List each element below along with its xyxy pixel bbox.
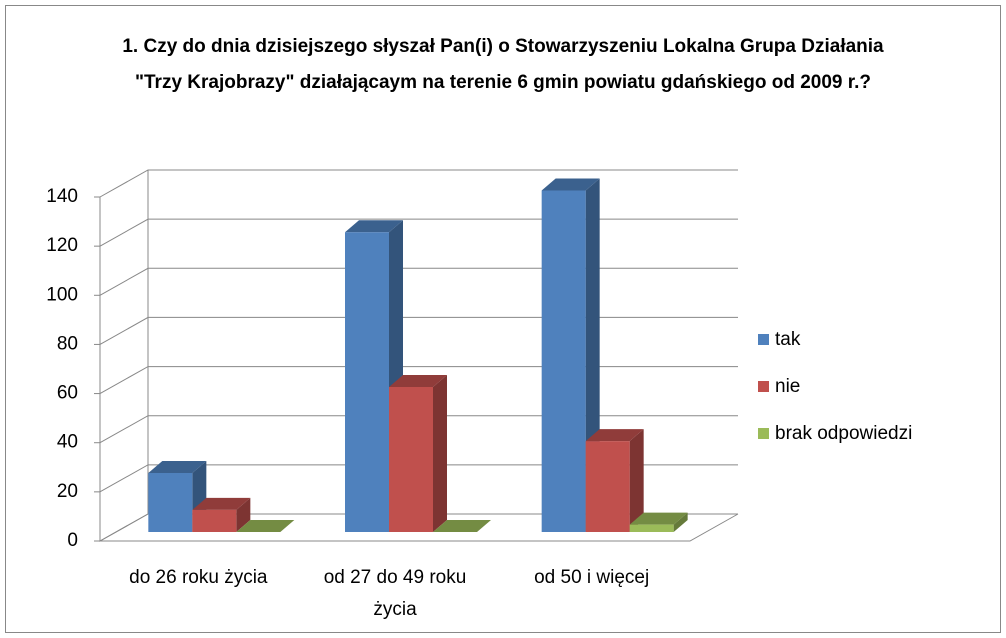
y-tick-label: 100: [46, 284, 78, 305]
bar-top: [629, 512, 688, 525]
x-tick-label: od 27 do 49 roku życia: [323, 567, 467, 620]
bar: [433, 520, 491, 532]
bar: [585, 429, 644, 532]
bar: [236, 520, 295, 532]
y-tick-label: 140: [46, 186, 78, 207]
bar-front: [629, 524, 674, 532]
grid-line: [99, 218, 738, 247]
y-tick-label: 120: [46, 235, 78, 256]
grid-line: [99, 316, 738, 345]
y-tick-label: 0: [67, 530, 78, 551]
legend-label: tak: [775, 329, 801, 350]
bar-top: [433, 520, 491, 532]
grid-line: [99, 169, 738, 198]
bar: [389, 375, 447, 532]
bar: [629, 512, 688, 532]
bar-front: [585, 441, 630, 532]
bar-front: [389, 387, 433, 532]
y-tick-label: 80: [57, 333, 78, 354]
y-tick-label: 20: [57, 481, 78, 502]
chart-title: 1. Czy do dnia dzisiejszego słyszał Pan(…: [122, 36, 884, 93]
bar-top: [192, 497, 251, 510]
bar-front: [148, 473, 193, 532]
bar-top: [148, 461, 207, 474]
bar-front: [345, 232, 389, 532]
bar: [148, 461, 207, 532]
grid-line: [99, 267, 738, 296]
bar-top: [345, 220, 403, 233]
floor: [100, 513, 739, 542]
legend-swatch: [758, 428, 769, 439]
bar-top: [541, 178, 600, 191]
grid-line: [99, 415, 738, 444]
bar-side: [629, 429, 644, 532]
legend-label: nie: [775, 376, 800, 397]
bar-side: [673, 512, 688, 532]
grid-line: [99, 464, 738, 493]
legend-swatch: [758, 334, 769, 345]
x-tick-label: do 26 roku życia: [129, 567, 268, 588]
bar-front: [541, 190, 586, 532]
bar: [192, 497, 251, 532]
bar-top: [389, 375, 447, 388]
y-tick-label: 60: [57, 383, 78, 404]
grid-line: [99, 513, 738, 542]
legend-label: brak odpowiedzi: [775, 423, 912, 444]
x-tick-label: od 50 i więcej: [534, 567, 650, 588]
bar-side: [236, 497, 251, 532]
bar-top: [236, 520, 295, 532]
grid-line: [99, 366, 738, 395]
bar-front: [192, 509, 237, 532]
y-tick-label: 40: [57, 432, 78, 453]
legend-swatch: [758, 381, 769, 392]
bar-side: [433, 375, 447, 532]
bar-top: [585, 429, 644, 442]
